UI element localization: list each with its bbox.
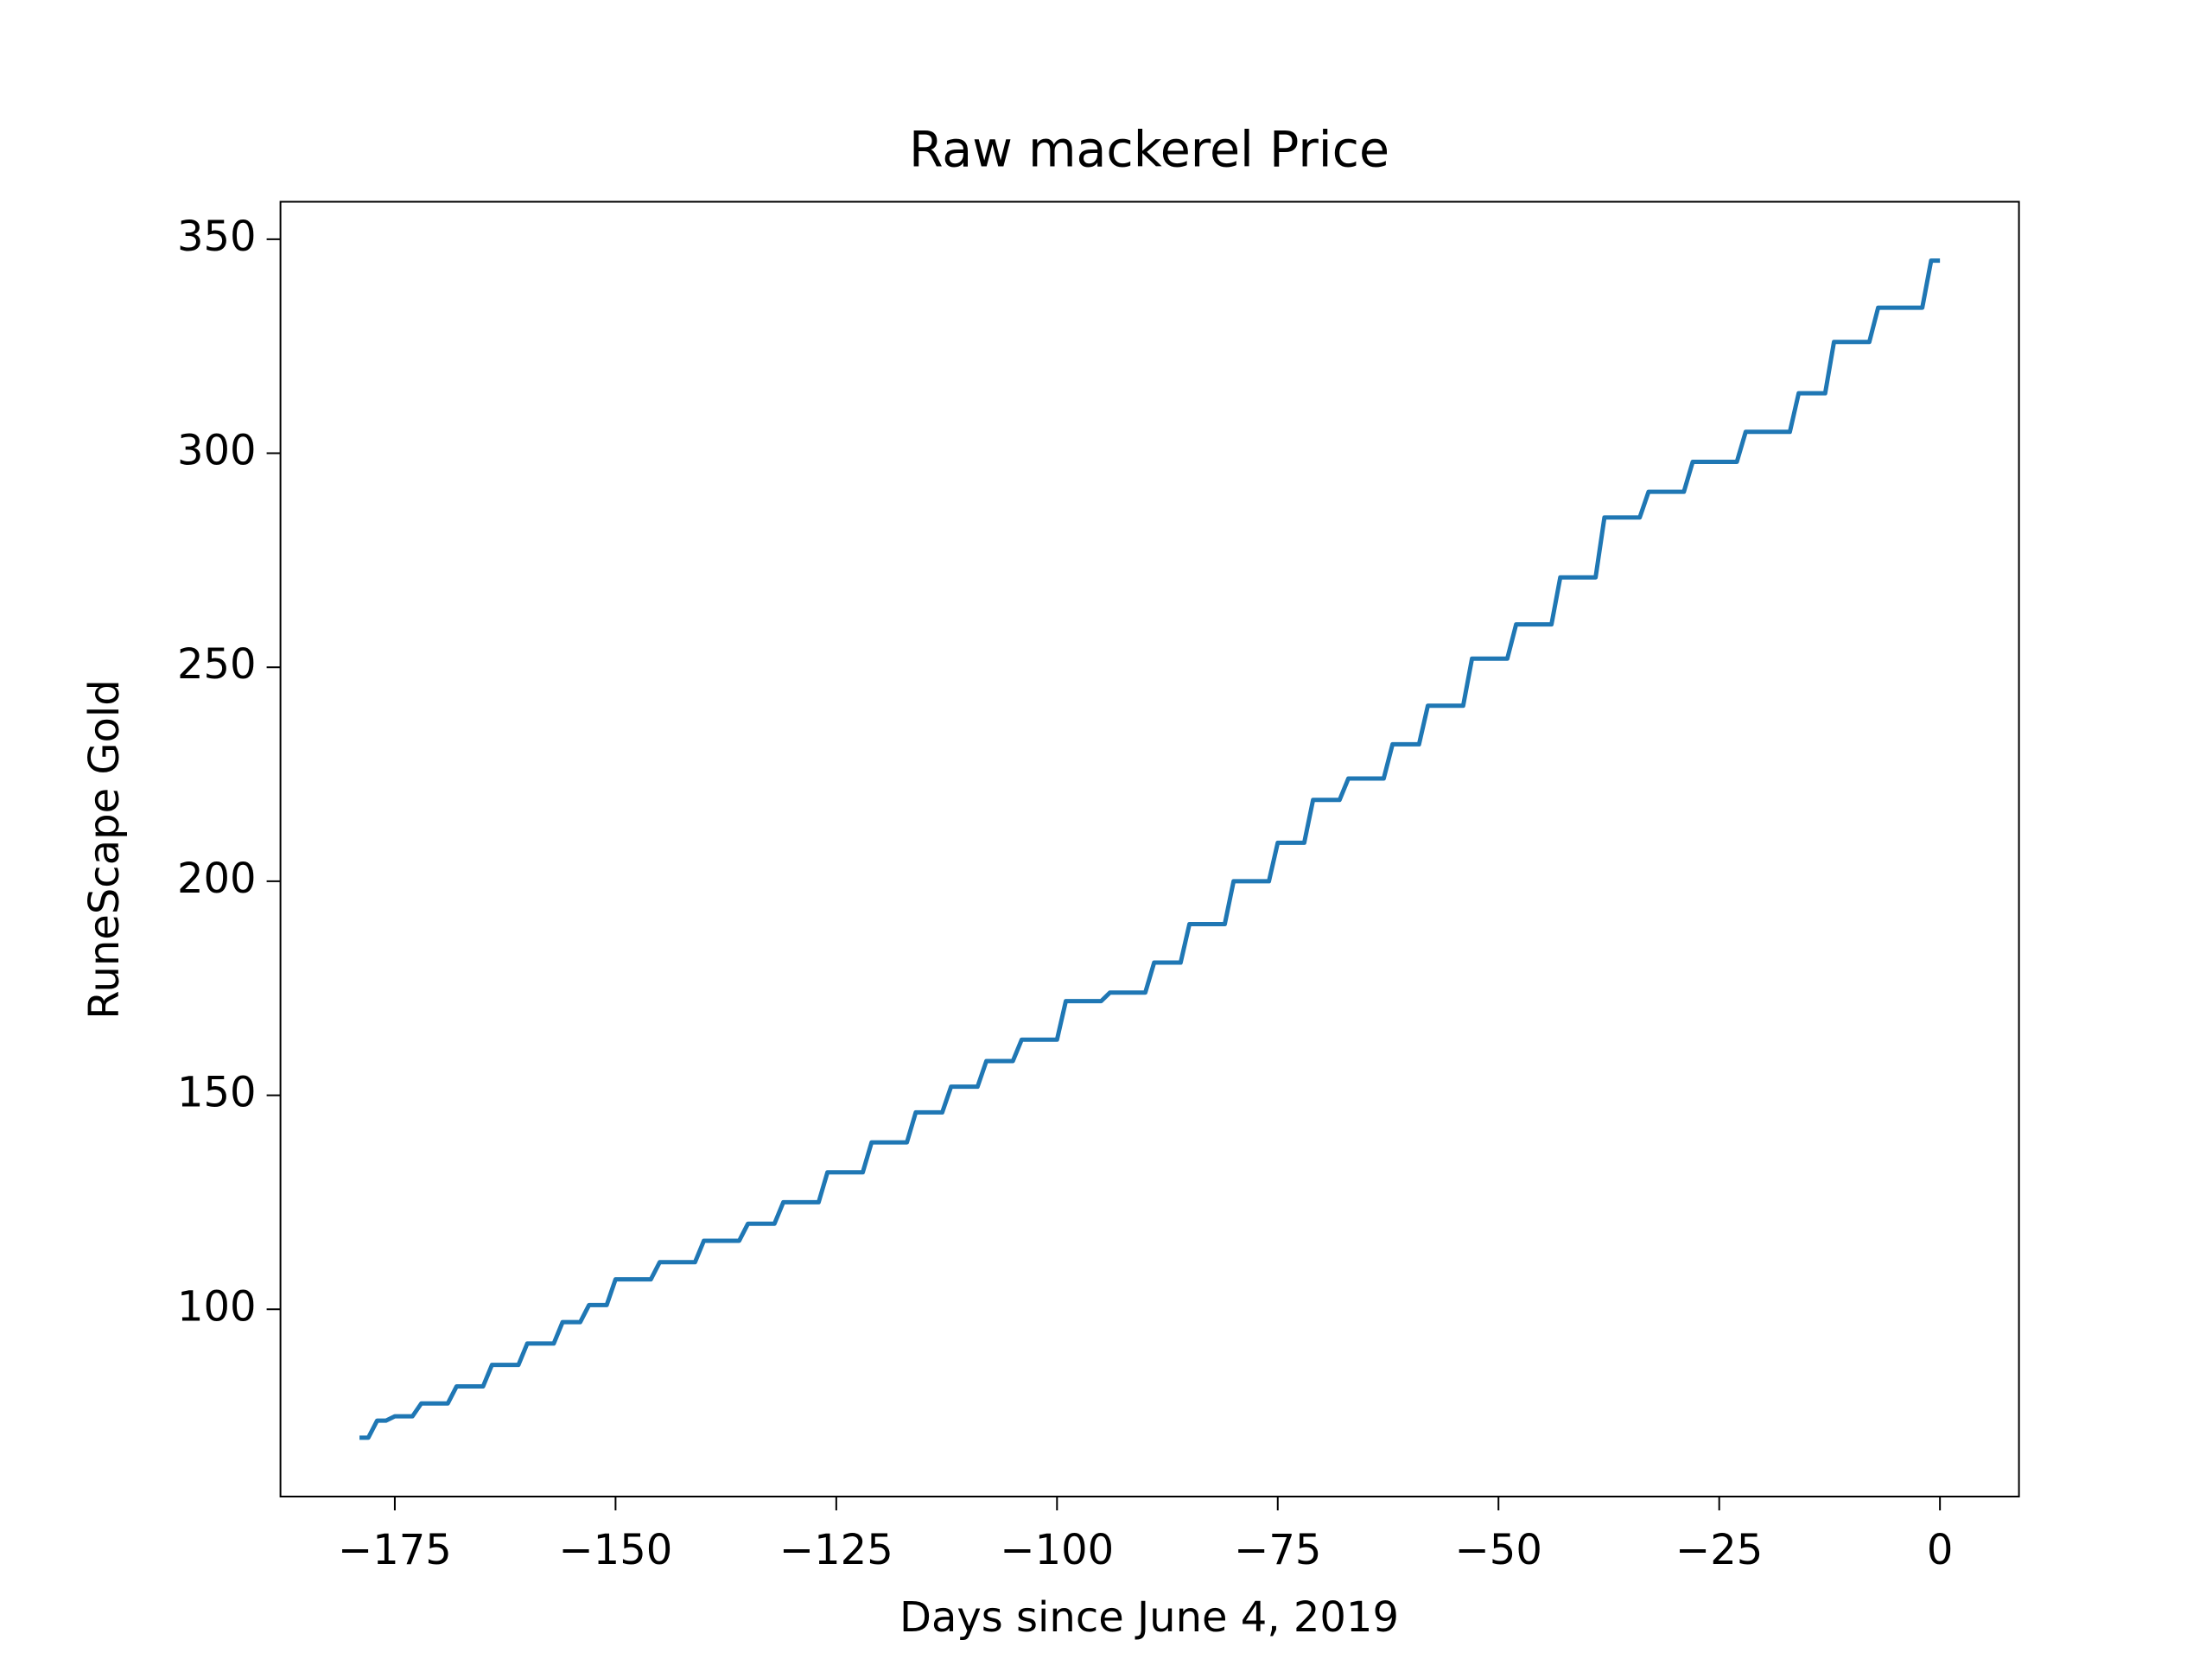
y-tick-label: 200 [177,855,257,903]
y-tick-label: 250 [177,640,257,689]
y-axis-label: RuneScape Gold [80,679,129,1019]
x-tick-label: −100 [1000,1526,1114,1574]
y-tick-label: 350 [177,213,257,261]
y-tick-label: 100 [177,1282,257,1331]
data-line [359,258,1941,1440]
x-tick-label: −175 [338,1526,452,1574]
x-tick-label: −50 [1455,1526,1542,1574]
plot-frame [279,200,2020,1497]
x-tick-label: 0 [1927,1526,1954,1574]
x-tick-label: −25 [1675,1526,1763,1574]
y-tick-label: 150 [177,1069,257,1117]
y-tick-label: 300 [177,427,257,475]
x-axis-label: Days since June 4, 2019 [899,1593,1399,1642]
chart-title: Raw mackerel Price [909,122,1389,179]
x-tick-label: −150 [558,1526,672,1574]
x-tick-label: −125 [779,1526,893,1574]
x-tick-label: −75 [1234,1526,1321,1574]
